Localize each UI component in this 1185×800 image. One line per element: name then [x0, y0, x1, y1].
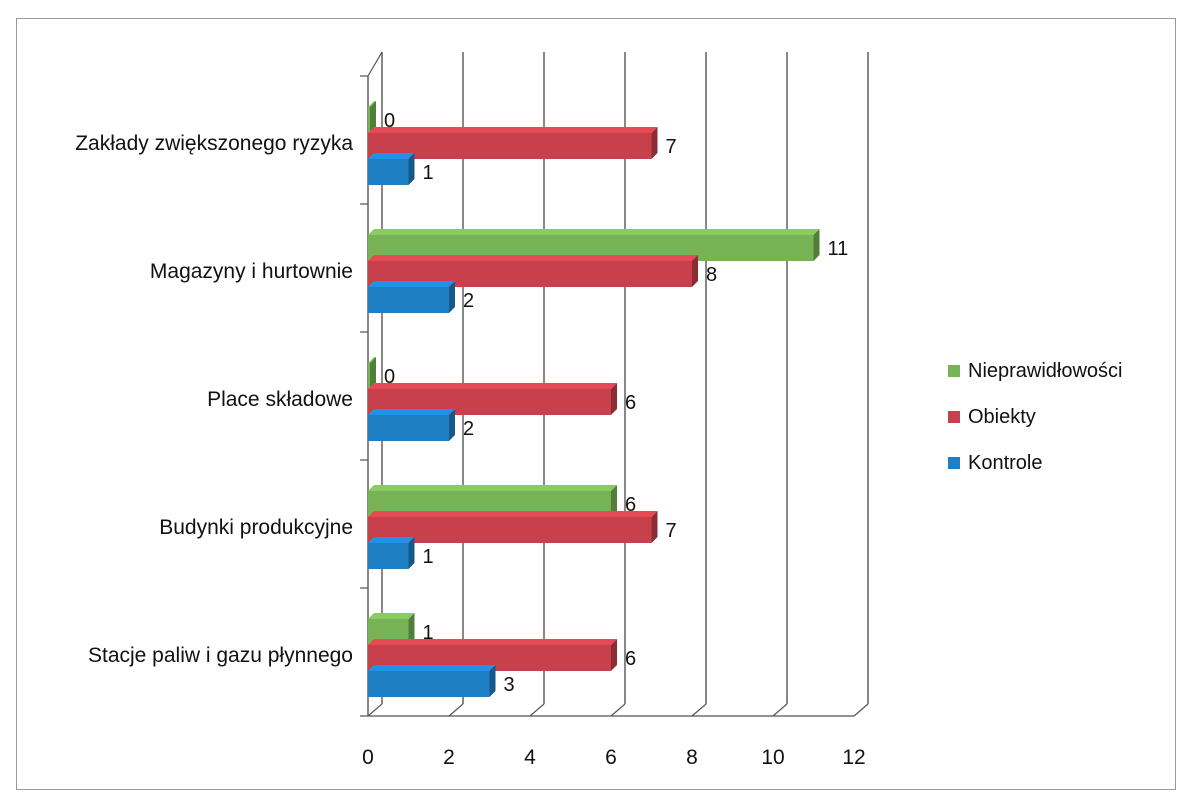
legend-swatch	[948, 411, 960, 423]
bar-top-face	[368, 537, 415, 543]
bar	[368, 107, 370, 133]
x-tick-label: 2	[443, 746, 455, 769]
bar	[368, 287, 449, 313]
bar-end-face	[489, 665, 496, 697]
legend-label: Obiekty	[968, 405, 1036, 428]
bar-top-face	[368, 229, 820, 235]
data-label: 7	[666, 136, 677, 158]
floor-line	[691, 703, 707, 717]
bar-end-face	[408, 153, 415, 185]
category-label: Zakłady zwiększonego ryzyka	[75, 132, 353, 155]
bar-top-face	[368, 409, 455, 415]
data-label: 2	[463, 418, 474, 440]
data-label: 1	[423, 162, 434, 184]
category-label: Place składowe	[207, 388, 353, 411]
floor-line	[853, 703, 869, 717]
bar	[368, 159, 409, 185]
category-label: Magazyny i hurtownie	[149, 260, 353, 283]
chart-frame	[16, 18, 1176, 790]
bar-end-face	[408, 537, 415, 569]
legend-label: Kontrole	[968, 451, 1043, 474]
x-tick-label: 0	[362, 746, 374, 769]
data-label: 8	[706, 264, 717, 286]
x-tick-label: 4	[524, 746, 536, 769]
bar-top-face	[368, 153, 415, 159]
legend-item-obiekty: Obiekty	[948, 394, 1123, 440]
bar-end-face	[449, 409, 455, 441]
floor-line	[529, 703, 545, 717]
bar-top-face	[368, 511, 658, 517]
floor-line	[448, 703, 464, 717]
legend: Nieprawidłowości Obiekty Kontrole	[948, 348, 1123, 486]
legend-item-kontrole: Kontrole	[948, 440, 1123, 486]
data-label: 1	[423, 546, 434, 568]
category-label: Stacje paliw i gazu płynnego	[87, 644, 353, 667]
bar	[368, 543, 409, 569]
legend-item-nieprawidlowosci: Nieprawidłowości	[948, 348, 1123, 394]
bar-top-face	[368, 357, 376, 363]
bar	[368, 671, 490, 697]
data-label: 0	[384, 110, 395, 132]
data-label: 7	[666, 520, 677, 542]
bar-end-face	[813, 229, 820, 261]
bar-end-face	[692, 255, 698, 287]
bar-top-face	[368, 127, 658, 133]
bar-top-face	[368, 255, 698, 261]
bar-end-face	[370, 357, 376, 389]
floor-line	[772, 703, 788, 717]
bar	[368, 133, 652, 159]
x-tick-label: 6	[605, 746, 617, 769]
legend-swatch	[948, 457, 960, 469]
bar-top-face	[368, 383, 617, 389]
bar-end-face	[611, 485, 617, 517]
floor-line	[610, 703, 626, 717]
bar	[368, 415, 449, 441]
x-tick-label: 8	[686, 746, 698, 769]
bar-end-face	[611, 639, 617, 671]
data-label: 6	[625, 494, 636, 516]
bar-end-face	[449, 281, 455, 313]
data-label: 2	[463, 290, 474, 312]
bar-top-face	[368, 613, 415, 619]
bar-top-face	[368, 639, 617, 645]
data-label: 6	[625, 648, 636, 670]
data-label: 6	[625, 392, 636, 414]
data-label: 0	[384, 366, 395, 388]
wall-top-line	[367, 51, 383, 77]
legend-label: Nieprawidłowości	[968, 359, 1123, 382]
data-label: 11	[828, 238, 849, 260]
x-tick-label: 10	[761, 746, 784, 769]
bar-top-face	[368, 101, 376, 107]
data-label: 1	[423, 622, 434, 644]
bar-top-face	[368, 281, 455, 287]
category-label: Budynki produkcyjne	[159, 516, 353, 539]
bar-end-face	[611, 383, 617, 415]
legend-swatch	[948, 365, 960, 377]
bar-end-face	[651, 511, 658, 543]
bar-top-face	[368, 665, 496, 671]
bar-end-face	[651, 127, 658, 159]
data-label: 3	[504, 674, 515, 696]
bar-end-face	[408, 613, 415, 645]
bar-end-face	[370, 101, 376, 133]
bar	[368, 517, 652, 543]
floor-line	[367, 703, 383, 717]
bar-top-face	[368, 485, 617, 491]
x-tick-label: 12	[842, 746, 865, 769]
bar	[368, 363, 370, 389]
